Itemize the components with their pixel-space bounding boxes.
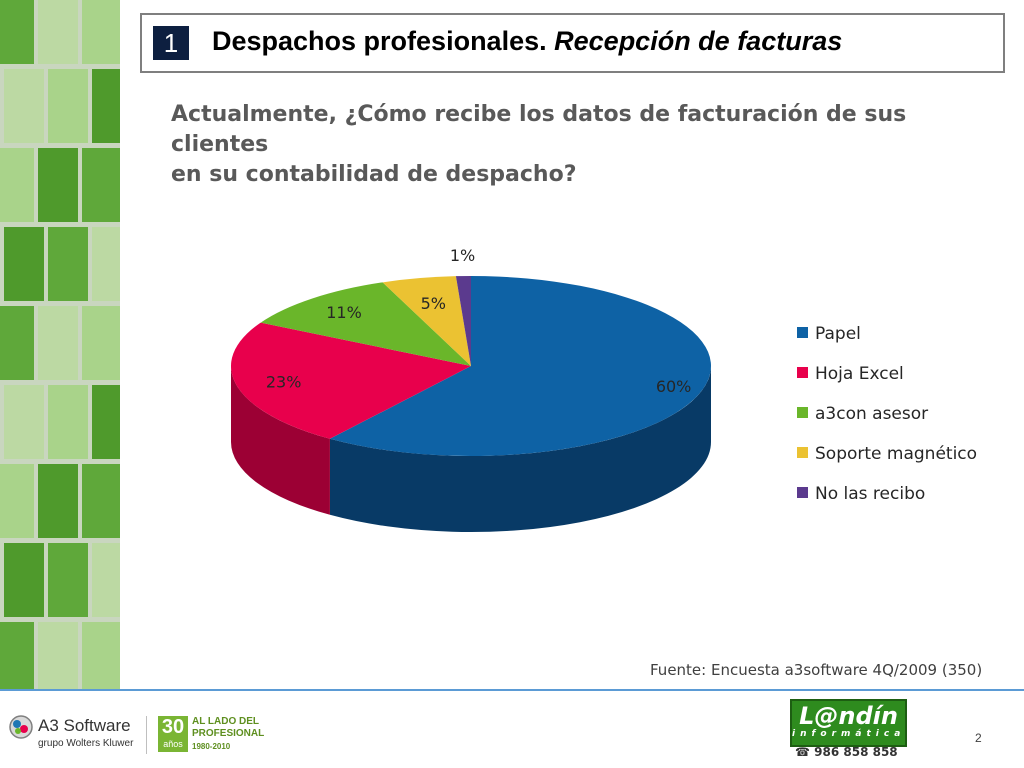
decorative-tile <box>38 306 78 380</box>
phone-icon: ☎ <box>795 745 810 759</box>
decorative-tile <box>92 385 120 459</box>
decorative-tile <box>4 69 44 143</box>
decorative-tile <box>48 543 88 617</box>
a3-software-name: A3 Software <box>38 716 131 735</box>
legend-label: Papel <box>815 324 861 344</box>
data-label: 23% <box>266 373 302 392</box>
legend-swatch <box>797 327 808 338</box>
decorative-tile <box>0 0 34 64</box>
a3-logo-icon <box>9 715 33 739</box>
decorative-tile <box>92 69 120 143</box>
decorative-tile <box>0 148 34 222</box>
legend-swatch <box>797 367 808 378</box>
phone-number: 986 858 858 <box>814 745 898 759</box>
data-label: 11% <box>326 303 362 322</box>
decorative-tile <box>48 69 88 143</box>
legend-label: Hoja Excel <box>815 364 904 384</box>
footer-separator <box>146 716 147 754</box>
page-title: Despachos profesionales. Recepción de fa… <box>212 26 842 57</box>
a3-software-subtitle: grupo Wolters Kluwer <box>38 738 134 749</box>
decorative-tile <box>82 0 120 64</box>
title-box: 1 Despachos profesionales. Recepción de … <box>140 13 1005 73</box>
data-label: 1% <box>450 246 475 265</box>
pie-chart: 60% 23% 11% 5% 1% Papel Hoja Excel a3con aseso… <box>231 246 977 532</box>
phone-contact: ☎ 986 858 858 <box>795 745 898 759</box>
question-line-1: Actualmente, ¿Cómo recibe los datos de f… <box>171 102 907 157</box>
legend-swatch <box>797 407 808 418</box>
question-line-2: en su contabilidad de despacho? <box>171 162 577 187</box>
decorative-tile <box>38 464 78 538</box>
pie-slice-side <box>329 366 711 532</box>
title-italic: Recepción de facturas <box>554 26 843 56</box>
decorative-tile-band <box>0 0 120 690</box>
decorative-tile <box>48 227 88 301</box>
footer-divider <box>0 689 1024 691</box>
tagline-line-2: PROFESIONAL <box>192 728 265 739</box>
decorative-tile <box>4 543 44 617</box>
decorative-tile <box>82 306 120 380</box>
anniversary-badge: 30 años <box>158 716 188 752</box>
landin-logo: L@ndín informática <box>790 699 907 747</box>
legend-swatch <box>797 487 808 498</box>
legend-swatch <box>797 447 808 458</box>
pie-slice-side <box>231 366 330 515</box>
legend-label: Soporte magnético <box>815 444 977 464</box>
data-label: 5% <box>421 294 446 313</box>
badge-word: años <box>163 739 183 749</box>
title-main: Despachos profesionales. <box>212 26 547 56</box>
pie-slice-a3con-asesor <box>260 282 471 366</box>
pie-slice-soporte-magn-tico <box>382 276 471 366</box>
data-label: 60% <box>656 377 692 396</box>
pie-slice-no-las-recibo <box>455 276 471 366</box>
landin-subtitle: informática <box>792 729 906 739</box>
pie-slice-papel <box>329 276 712 456</box>
decorative-tile <box>82 148 120 222</box>
badge-number: 30 <box>161 716 185 738</box>
landin-name: L@ndín <box>799 702 898 730</box>
tagline: AL LADO DEL PROFESIONAL <box>192 716 264 740</box>
decorative-tile <box>82 622 120 690</box>
survey-question: Actualmente, ¿Cómo recibe los datos de f… <box>171 100 1001 190</box>
decorative-tile <box>0 622 34 690</box>
decorative-tile <box>92 543 120 617</box>
source-note: Fuente: Encuesta a3software 4Q/2009 (350… <box>650 661 983 679</box>
decorative-tile <box>82 464 120 538</box>
tagline-years: 1980-2010 <box>192 742 231 751</box>
pie-slice-hoja-excel <box>231 322 471 439</box>
page-number: 2 <box>975 731 982 745</box>
legend-label: No las recibo <box>815 484 925 504</box>
decorative-tile <box>0 306 34 380</box>
decorative-tile <box>4 385 44 459</box>
legend-label: a3con asesor <box>815 404 928 424</box>
decorative-tile <box>4 227 44 301</box>
decorative-tile <box>38 148 78 222</box>
slide-number-badge: 1 <box>153 26 189 60</box>
decorative-tile <box>0 464 34 538</box>
decorative-tile <box>38 0 78 64</box>
decorative-tile <box>92 227 120 301</box>
decorative-tile <box>48 385 88 459</box>
decorative-tile <box>38 622 78 690</box>
tagline-line-1: AL LADO DEL <box>192 716 260 727</box>
